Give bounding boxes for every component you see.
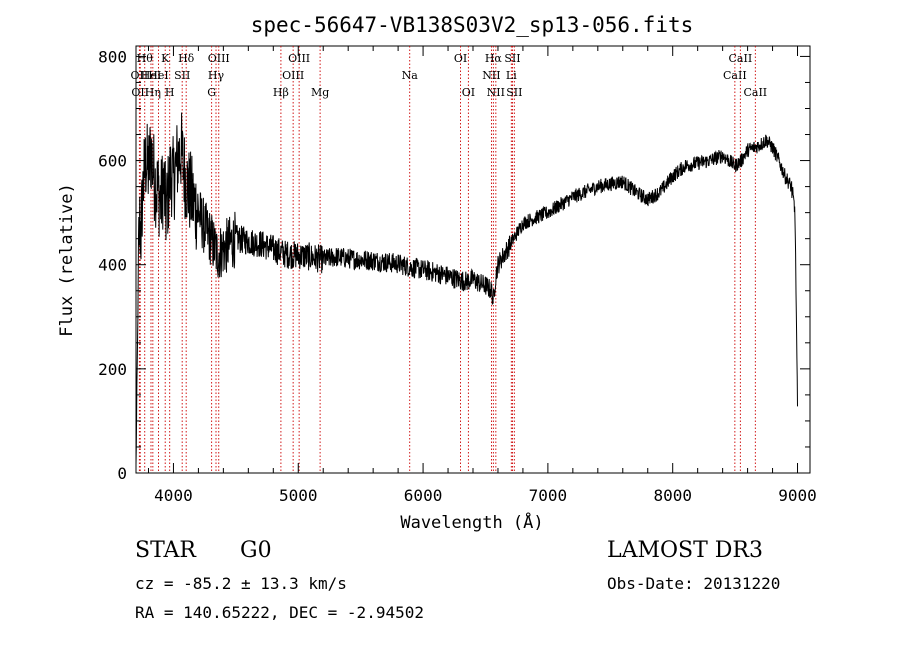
line-label: Hη bbox=[145, 86, 161, 99]
plot-frame bbox=[135, 45, 811, 474]
emission-line-markers bbox=[138, 46, 756, 473]
line-label: Hγ bbox=[208, 69, 225, 82]
line-label: Na bbox=[402, 69, 419, 82]
line-label: Hδ bbox=[178, 52, 195, 65]
x-tick-label: 8000 bbox=[653, 486, 692, 505]
line-label: CaII bbox=[729, 52, 753, 65]
line-label: OIII bbox=[288, 52, 310, 65]
line-label: Li bbox=[506, 69, 517, 82]
line-label: CaII bbox=[743, 86, 767, 99]
survey-name: LAMOST DR3 bbox=[607, 538, 763, 563]
x-tick-label: 4000 bbox=[154, 486, 193, 505]
line-label: OI bbox=[454, 52, 467, 65]
line-label: HeI bbox=[148, 69, 168, 82]
line-label: G bbox=[207, 86, 216, 99]
obs-date: Obs-Date: 20131220 bbox=[607, 574, 781, 593]
line-label: SII bbox=[506, 86, 522, 99]
object-subclass: G0 bbox=[240, 538, 272, 563]
y-tick-label: 600 bbox=[98, 152, 127, 171]
line-label: Hθ bbox=[137, 52, 154, 65]
line-label: NII bbox=[482, 69, 500, 82]
y-tick-label: 0 bbox=[117, 464, 127, 483]
y-axis-ticks: 0 200 400 600 800 bbox=[98, 47, 810, 483]
spectrum-line bbox=[135, 112, 798, 465]
line-label: SII bbox=[174, 69, 190, 82]
line-label: SII bbox=[504, 52, 520, 65]
line-label: OII bbox=[131, 86, 149, 99]
y-tick-label: 200 bbox=[98, 360, 127, 379]
line-label: Hα bbox=[485, 52, 503, 65]
line-label: CaII bbox=[723, 69, 747, 82]
line-label: H bbox=[165, 86, 175, 99]
x-tick-label: 9000 bbox=[778, 486, 817, 505]
y-axis-label: Flux (relative) bbox=[57, 183, 77, 337]
x-tick-label: 5000 bbox=[279, 486, 318, 505]
chart-title: spec-56647-VB138S03V2_sp13-056.fits bbox=[251, 13, 694, 37]
y-tick-label: 400 bbox=[98, 256, 127, 275]
x-tick-label: 6000 bbox=[404, 486, 443, 505]
line-label: OI bbox=[462, 86, 475, 99]
x-axis-ticks: 4000 5000 6000 7000 8000 9000 bbox=[147, 46, 817, 505]
line-label: OIII bbox=[282, 69, 304, 82]
line-label: HeI bbox=[141, 69, 161, 82]
object-class: STAR bbox=[135, 538, 196, 563]
line-label: NII bbox=[487, 86, 505, 99]
line-label: OIII bbox=[208, 52, 230, 65]
y-tick-label: 800 bbox=[98, 47, 127, 66]
x-axis-label: Wavelength (Å) bbox=[400, 511, 543, 533]
ra-dec: RA = 140.65222, DEC = -2.94502 bbox=[135, 603, 424, 622]
line-label: OII bbox=[131, 69, 149, 82]
emission-line-labels: OIIOIIHθHeIHηHeIKHSIIHδGHγOIIIHβOIIIOIII… bbox=[131, 52, 768, 99]
line-label: Mg bbox=[311, 86, 329, 99]
line-label: K bbox=[161, 52, 170, 65]
line-label: Hβ bbox=[273, 86, 289, 99]
redshift-cz: cz = -85.2 ± 13.3 km/s bbox=[135, 574, 347, 593]
x-tick-label: 7000 bbox=[529, 486, 568, 505]
